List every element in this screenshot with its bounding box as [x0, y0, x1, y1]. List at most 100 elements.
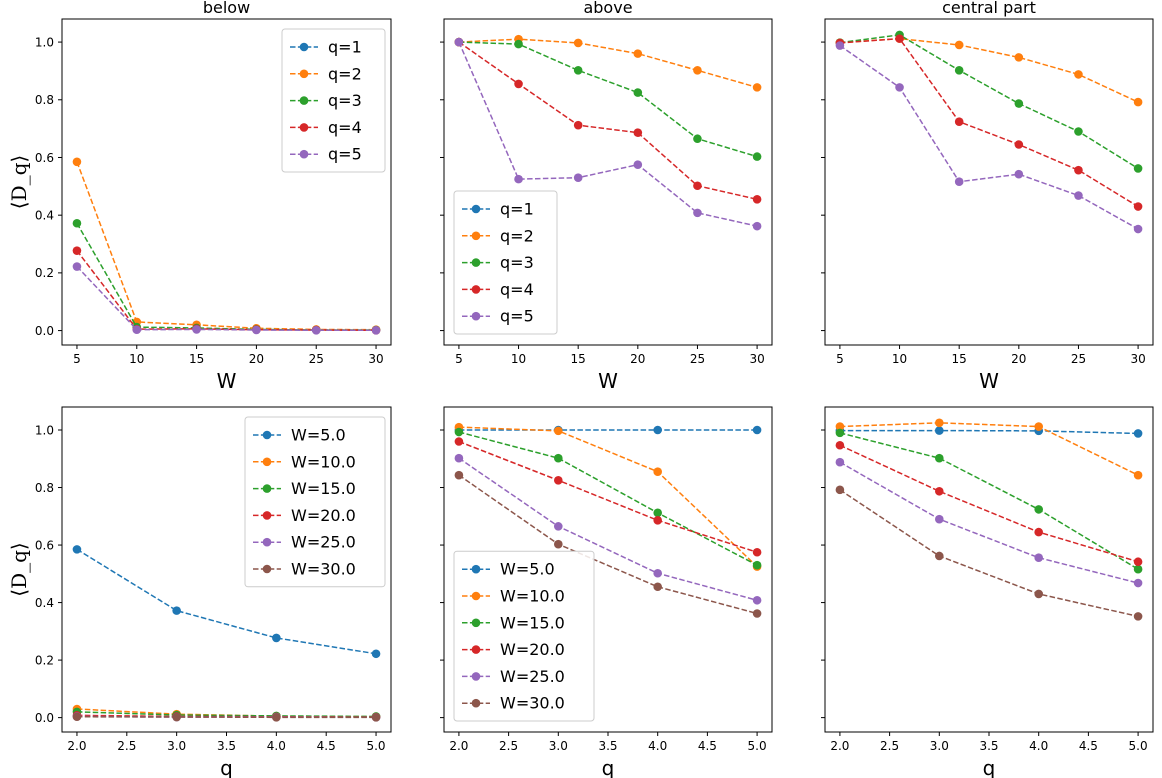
data-point	[752, 595, 762, 605]
series-line	[839, 34, 1139, 170]
x-tick-label: 3.5	[217, 739, 236, 753]
legend-marker	[299, 42, 309, 52]
x-tick-label: 20	[1011, 352, 1026, 366]
y-tick-label: 0.2	[35, 653, 54, 667]
legend-entry: W=15.0	[253, 479, 356, 498]
data-point	[192, 325, 201, 334]
legend-entry: W=10.0	[253, 452, 356, 471]
data-point	[454, 437, 464, 446]
x-tick-label: 2.5	[880, 739, 899, 753]
data-point	[72, 262, 82, 271]
data-point	[1014, 53, 1024, 62]
series-line	[458, 41, 758, 158]
data-point	[554, 522, 563, 531]
legend-marker	[471, 618, 481, 628]
legend-label: W=25.0	[500, 667, 565, 686]
data-point	[954, 40, 964, 50]
legend-marker	[471, 231, 481, 241]
x-tick-label: 15	[952, 352, 967, 366]
legend-label: q=3	[328, 91, 362, 110]
panel-title: below	[203, 0, 250, 17]
legend-marker	[262, 511, 272, 520]
data-point	[554, 476, 563, 485]
data-point	[653, 582, 662, 592]
x-tick-label: 25	[1071, 352, 1086, 366]
data-point	[954, 66, 964, 75]
x-axis-label: W	[598, 369, 618, 393]
data-point	[693, 134, 702, 144]
legend-marker	[262, 430, 272, 440]
legend-label: q=3	[500, 253, 534, 272]
legend-marker	[471, 645, 481, 654]
y-axis-label: ⟨D_q⟩	[7, 542, 31, 596]
data-point	[752, 152, 762, 161]
x-axis-label: q	[983, 756, 996, 778]
x-tick-label: 30	[1130, 352, 1145, 366]
series-q=5	[454, 37, 762, 231]
data-point	[693, 66, 702, 75]
legend-entry: q=4	[290, 118, 362, 137]
series-line	[458, 426, 758, 568]
series-W=30.0	[72, 712, 381, 722]
data-point	[752, 560, 762, 570]
x-tick-label: 3.0	[167, 739, 186, 753]
data-point	[1014, 169, 1024, 179]
legend-entry: q=4	[462, 280, 534, 299]
data-point	[935, 426, 944, 435]
data-point	[272, 713, 281, 722]
legend-marker	[471, 311, 481, 321]
series-W=30.0	[454, 470, 762, 618]
legend-label: W=5.0	[500, 560, 555, 579]
legend-marker	[471, 672, 481, 681]
series-W=20.0	[454, 437, 762, 557]
legend-marker	[299, 149, 309, 159]
series-W=5.0	[835, 426, 1143, 438]
x-tick-label: 15	[189, 352, 204, 366]
series-W=5.0	[72, 545, 381, 659]
data-point	[935, 514, 944, 524]
legend-label: q=2	[500, 226, 534, 245]
data-point	[514, 39, 523, 49]
legend-label: W=10.0	[500, 587, 565, 606]
series-line	[76, 161, 377, 331]
series-line	[839, 37, 1139, 103]
data-point	[371, 649, 381, 659]
x-tick-label: 10	[892, 352, 907, 366]
data-point	[1074, 165, 1083, 175]
panel-bottom-left: 2.0 2.5 3.0 3.5 4.0 4.5 5.0 0.0 0.2 0.4 0.6 0.8 1.0 q…	[7, 406, 392, 778]
panel-title: central part	[942, 0, 1036, 17]
y-tick-label: 0.0	[35, 324, 54, 338]
x-tick-label: 3.0	[930, 739, 949, 753]
legend-marker	[471, 564, 481, 574]
data-point	[633, 49, 643, 58]
data-point	[371, 325, 381, 335]
series-q=3	[72, 218, 381, 335]
y-tick-label: 0.8	[35, 481, 54, 495]
legend-entry: W=25.0	[253, 533, 356, 552]
data-point	[554, 539, 563, 549]
y-tick-label: 0.4	[35, 208, 54, 222]
series-line	[76, 266, 377, 332]
data-point	[514, 79, 523, 89]
x-tick-label: 5.0	[366, 739, 385, 753]
data-point	[1014, 99, 1024, 108]
data-point	[573, 38, 583, 48]
data-point	[454, 470, 464, 480]
data-point	[653, 467, 662, 477]
legend-label: q=4	[328, 118, 362, 137]
data-point	[1074, 70, 1083, 79]
data-point	[1074, 191, 1083, 200]
data-point	[1133, 202, 1143, 211]
legend-marker	[262, 457, 272, 467]
data-point	[935, 551, 944, 561]
data-point	[454, 37, 464, 47]
legend-entry: W=20.0	[462, 640, 565, 659]
axes-frame	[61, 18, 392, 346]
legend-frame	[244, 416, 386, 588]
legend-label: q=5	[500, 307, 534, 326]
x-tick-label: 15	[571, 352, 586, 366]
legend: q=1 q=2 q=3 q=4 q=5	[453, 190, 558, 335]
series-q=2	[835, 34, 1143, 107]
x-tick-label: 4.0	[1029, 739, 1048, 753]
